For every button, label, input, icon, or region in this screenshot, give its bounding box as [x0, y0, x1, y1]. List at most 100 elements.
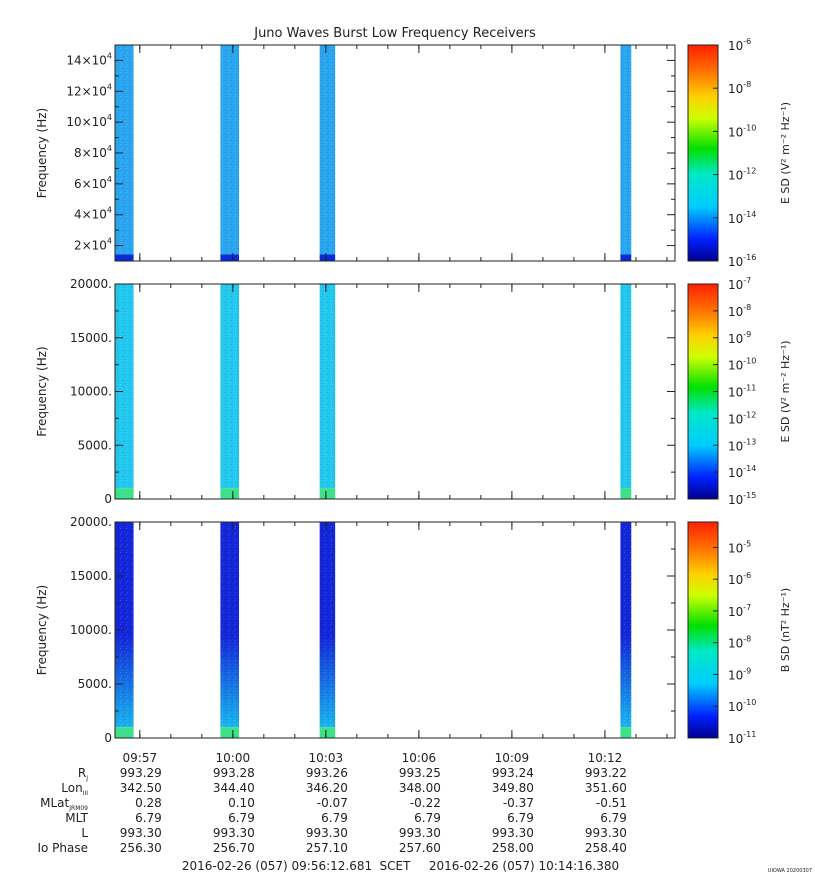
y-tick-label: 6×104: [74, 175, 112, 191]
ephemeris-value: 342.50: [120, 781, 162, 795]
ephemeris-value: 256.30: [120, 841, 162, 855]
colorbar-label: E SD (V² m⁻² Hz⁻¹): [779, 340, 792, 442]
burst-texture: [319, 284, 336, 499]
y-tick-label: 0: [104, 492, 112, 506]
burst-column: [319, 45, 336, 261]
burst-low-band: [220, 727, 240, 738]
ephemeris-value: 6.79: [507, 811, 534, 825]
x-tick-label: 09:57: [123, 751, 158, 765]
colorbar-tick-label: 10-7: [728, 276, 751, 292]
ephemeris-value: 0.10: [228, 796, 255, 810]
y-tick-label: 14×104: [66, 51, 112, 67]
burst-texture: [220, 45, 240, 261]
ephemeris-value: 348.00: [399, 781, 441, 795]
ephemeris-value: 993.30: [399, 826, 441, 840]
burst-low-band: [319, 254, 336, 261]
ephemeris-value: 257.60: [399, 841, 441, 855]
ephemeris-value: 993.30: [492, 826, 534, 840]
ephemeris-value: 993.26: [306, 766, 348, 780]
ephemeris-value: 346.20: [306, 781, 348, 795]
colorbar-tick-label: 10-12: [728, 410, 756, 426]
colorbar-frame: [687, 44, 719, 262]
colorbar-tick-label: 10-6: [728, 571, 751, 587]
ephemeris-label: RJ: [78, 766, 88, 782]
ephemeris-value: 257.10: [306, 841, 348, 855]
burst-column: [220, 284, 240, 499]
burst-low-band: [319, 488, 336, 499]
burst-column: [620, 522, 632, 738]
chart-title: Juno Waves Burst Low Frequency Receivers: [253, 26, 536, 41]
burst-column: [620, 45, 632, 261]
ephemeris-label: Io Phase: [37, 841, 88, 855]
colorbar-tick-label: 10-8: [728, 635, 751, 651]
burst-column: [319, 522, 336, 738]
ephemeris-value: 258.40: [585, 841, 627, 855]
colorbar-tick-label: 10-8: [728, 80, 751, 96]
panel-2: 0 5000. 10000. 15000. 20000. Frequency (Hz) 10…: [35, 276, 792, 507]
burst-low-band: [220, 254, 240, 261]
y-tick-label: 12×104: [66, 82, 112, 98]
y-tick-label: 20000.: [70, 515, 112, 529]
y-tick-label: 0: [104, 731, 112, 745]
ephemeris-value: 6.79: [414, 811, 441, 825]
y-tick-label: 8×104: [74, 144, 112, 160]
ephemeris-value: 6.79: [600, 811, 627, 825]
ephemeris-value: 256.70: [213, 841, 255, 855]
ephemeris-label: LonIII: [61, 781, 88, 797]
colorbar-label: B SD (nT² Hz⁻¹): [779, 588, 792, 672]
panel-1: 2×104 4×104 6×104 8×104 10×104 12×104 14×104 Fr…: [35, 37, 792, 269]
y-tick-label: 2×104: [74, 237, 112, 253]
colorbar-tick-label: 10-8: [728, 303, 751, 319]
burst-low-band: [620, 488, 632, 499]
ephemeris-value: -0.07: [317, 796, 348, 810]
colorbar-tick-label: 10-15: [728, 491, 756, 507]
burst-low-band: [220, 488, 240, 499]
colorbar-frame: [687, 521, 719, 739]
colorbar-tick-label: 10-11: [728, 730, 756, 746]
time-range-label: SCET: [380, 859, 412, 873]
colorbar-tick-label: 10-6: [728, 37, 751, 53]
ephemeris-value: 993.30: [120, 826, 162, 840]
burst-low-band: [115, 727, 134, 738]
colorbar-gradient: [688, 45, 718, 261]
credit-stamp: UIOWA 20200307: [768, 868, 812, 874]
ephemeris-label: MLT: [65, 811, 88, 825]
colorbar-tick-label: 10-14: [728, 210, 756, 226]
colorbar-tick-label: 10-13: [728, 437, 756, 453]
ephemeris-value: 349.80: [492, 781, 534, 795]
burst-column: [620, 284, 632, 499]
ephemeris-value: 993.30: [306, 826, 348, 840]
x-tick-labels: 09:57 10:00 10:03 10:06 10:09 10:12: [123, 751, 623, 765]
colorbar-label: E SD (V² m⁻² Hz⁻¹): [779, 102, 792, 204]
colorbar-tick-label: 10-10: [728, 123, 756, 139]
y-axis-label: Frequency (Hz): [35, 346, 49, 437]
time-range-footer: 2016-02-26 (057) 09:56:12.681 SCET 2016-…: [182, 859, 619, 873]
ephemeris-value: 344.40: [213, 781, 255, 795]
y-tick-label: 4×104: [74, 206, 112, 222]
colorbar: 10-6 10-8 10-10 10-12 10-14 10-16 E SD (V² m⁻²…: [687, 37, 792, 269]
x-tick-label: 10:12: [588, 751, 623, 765]
burst-texture: [620, 284, 632, 499]
colorbar-tick-label: 10-14: [728, 464, 756, 480]
panels: 2×104 4×104 6×104 8×104 10×104 12×104 14×104 Fr…: [35, 37, 792, 765]
burst-texture: [620, 45, 632, 261]
colorbar-tick-label: 10-7: [728, 603, 751, 619]
y-tick-label: 15000.: [70, 569, 112, 583]
x-tick-label: 10:09: [495, 751, 530, 765]
ephemeris-label: MLatJRM09: [40, 796, 88, 812]
ephemeris-value: 993.29: [120, 766, 162, 780]
burst-low-band: [319, 727, 336, 738]
colorbar-tick-label: 10-10: [728, 357, 756, 373]
colorbar-tick-label: 10-9: [728, 666, 751, 682]
burst-texture: [620, 522, 632, 738]
colorbar-tick-label: 10-16: [728, 253, 756, 269]
ephemeris-value: 993.30: [585, 826, 627, 840]
burst-column: [220, 522, 240, 738]
ephemeris-value: 6.79: [228, 811, 255, 825]
burst-texture: [319, 45, 336, 261]
ephemeris-value: 6.79: [321, 811, 348, 825]
burst-column: [220, 45, 240, 261]
y-tick-label: 20000.: [70, 277, 112, 291]
ephemeris-value: 993.22: [585, 766, 627, 780]
ephemeris-value: 993.24: [492, 766, 534, 780]
